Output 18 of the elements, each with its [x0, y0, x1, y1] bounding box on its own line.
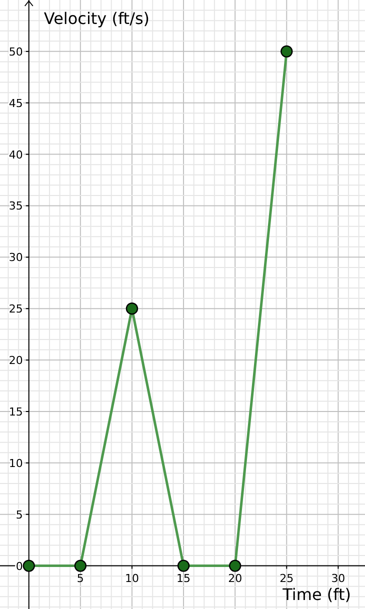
x-tick-label: 10 [124, 572, 139, 585]
y-tick-label: 5 [16, 508, 23, 522]
y-tick-label: 20 [8, 354, 23, 368]
y-axis-title: Velocity (ft/s) [44, 9, 150, 28]
x-tick-label: 25 [280, 572, 294, 585]
y-tick-label: 35 [8, 200, 23, 213]
x-tick-label: 5 [76, 572, 84, 585]
y-tick-label: 30 [8, 251, 23, 264]
y-tick-label: 50 [8, 45, 23, 58]
y-tick-label: 40 [8, 148, 23, 162]
x-tick-label: 20 [228, 572, 242, 585]
x-tick-label: 15 [176, 572, 191, 585]
y-tick-label: 45 [8, 96, 23, 110]
y-tick-label: 25 [8, 302, 23, 316]
y-tick-label: 15 [8, 405, 23, 418]
x-tick-label: 30 [331, 572, 346, 585]
x-axis-title: Time (ft) [282, 585, 351, 604]
y-tick-label: 10 [8, 456, 23, 470]
